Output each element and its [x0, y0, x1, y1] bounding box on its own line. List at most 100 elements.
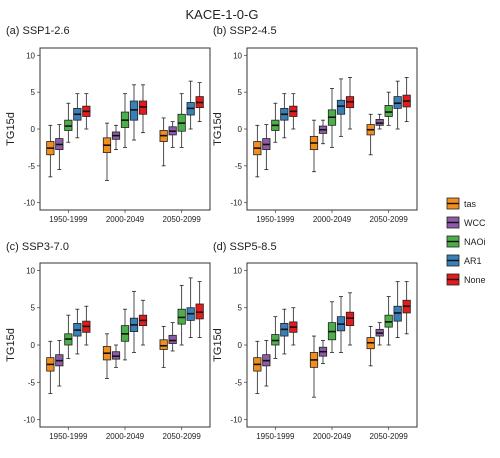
box-naoi-2050-2099 — [177, 93, 186, 148]
y-tick-label: 0 — [238, 341, 243, 350]
box-tas-1950-1999 — [46, 124, 55, 178]
box-naoi-2000-2049 — [120, 93, 130, 148]
box-naoi-1950-1999 — [271, 102, 280, 143]
box-tas-2050-2099 — [366, 113, 375, 156]
y-tick-label: -5 — [28, 378, 36, 387]
legend-item-ar1: AR1 — [446, 254, 482, 267]
y-tick-label: 10 — [233, 266, 242, 275]
box-wcc-1950-1999 — [262, 124, 271, 170]
y-tick-label: -10 — [230, 199, 242, 208]
box-naoi-1950-1999 — [271, 316, 280, 359]
legend-item-naoi: NAOi — [446, 235, 486, 248]
legend-label: NAOi — [464, 237, 486, 247]
box-naoi-2000-2049 — [120, 308, 130, 361]
y-tick-label: 0 — [31, 341, 36, 350]
box-ar1-2050-2099 — [393, 281, 402, 338]
x-tick-label: 1950-1999 — [49, 215, 88, 224]
box-none-1950-1999 — [82, 305, 91, 346]
y-tick-label: 5 — [238, 304, 243, 313]
box-none-2050-2099 — [402, 77, 411, 123]
box-ar1-2050-2099 — [393, 80, 402, 130]
y-tick-label: 5 — [238, 88, 243, 97]
box-tas-1950-1999 — [46, 340, 55, 394]
box-naoi-2050-2099 — [384, 91, 393, 126]
box-none-2050-2099 — [402, 281, 411, 335]
y-tick-label: -5 — [235, 378, 243, 387]
x-tick-label: 2000-2049 — [106, 215, 145, 224]
x-tick-label: 2000-2049 — [313, 215, 352, 224]
legend-item-none: None — [446, 273, 486, 286]
box-wcc-1950-1999 — [55, 124, 64, 170]
panel-2: (b) SSP2-4.5 TG15d -10 -5 0 5 10 1950-1999 2000-… — [212, 25, 418, 224]
y-axis-label: TG15d — [212, 328, 224, 362]
box-wcc-2000-2049 — [318, 119, 328, 145]
panel-title: (b) SSP2-4.5 — [213, 25, 277, 37]
x-tick-label: 2050-2099 — [370, 432, 409, 441]
box-body — [168, 334, 177, 344]
x-tick-label: 2050-2099 — [370, 215, 409, 224]
box-tas-2050-2099 — [366, 325, 375, 367]
panel-frame — [39, 262, 211, 428]
y-tick-label: 10 — [26, 266, 35, 275]
box-wcc-1950-1999 — [55, 340, 64, 387]
box-tas-2000-2049 — [309, 119, 319, 173]
panel-3: (c) SSP3-7.0 TG15d -10 -5 0 5 10 1950-1999 2000-… — [5, 241, 211, 441]
y-tick-label: 5 — [31, 304, 36, 313]
y-axis-label: TG15d — [212, 112, 224, 146]
box-ar1-2000-2049 — [129, 290, 139, 353]
legend: tas WCC NAOi AR1 None — [446, 197, 486, 286]
y-tick-label: 5 — [31, 88, 36, 97]
panel-4: (d) SSP5-8.5 TG15d -10 -5 0 5 10 1950-1999 2000-… — [212, 241, 418, 441]
box-none-1950-1999 — [289, 93, 298, 130]
x-tick-label: 1950-1999 — [256, 215, 295, 224]
panel-1: (a) SSP1-2.6 TG15d -10 -5 0 5 10 1950-1999 2000-… — [5, 25, 211, 224]
legend-label: WCC — [464, 218, 486, 228]
x-tick-label: 1950-1999 — [49, 432, 88, 441]
box-tas-2000-2049 — [102, 333, 112, 379]
y-tick-label: 0 — [238, 125, 243, 134]
figure-title: KACE-1-0-G — [186, 7, 259, 22]
box-ar1-1950-1999 — [73, 308, 82, 355]
box-tas-2000-2049 — [102, 122, 112, 181]
box-none-2000-2049 — [345, 292, 355, 346]
box-ar1-2000-2049 — [336, 78, 346, 137]
panel-title: (a) SSP1-2.6 — [6, 25, 70, 37]
box-wcc-2000-2049 — [318, 340, 328, 365]
legend-item-tas: tas — [446, 197, 477, 210]
y-axis-label: TG15d — [5, 112, 17, 146]
box-wcc-2000-2049 — [111, 344, 121, 368]
panel-title: (d) SSP5-8.5 — [213, 241, 277, 253]
box-naoi-1950-1999 — [64, 102, 73, 143]
y-tick-label: 10 — [233, 51, 242, 60]
box-none-2050-2099 — [195, 82, 204, 123]
box-none-1950-1999 — [289, 307, 298, 346]
x-tick-label: 2050-2099 — [163, 432, 202, 441]
box-body — [384, 105, 393, 117]
y-tick-label: -10 — [230, 416, 242, 425]
box-ar1-2050-2099 — [186, 277, 195, 338]
box-wcc-1950-1999 — [262, 340, 271, 387]
x-tick-label: 2000-2049 — [106, 432, 145, 441]
box-tas-1950-1999 — [253, 124, 262, 178]
box-ar1-2050-2099 — [186, 80, 195, 130]
box-body — [336, 99, 346, 115]
box-naoi-2050-2099 — [177, 284, 186, 346]
box-ar1-1950-1999 — [280, 93, 289, 139]
y-tick-label: 0 — [31, 125, 36, 134]
panel-frame — [246, 47, 418, 211]
panel-title: (c) SSP3-7.0 — [6, 241, 69, 253]
panel-frame — [39, 47, 211, 211]
box-body — [159, 339, 168, 350]
y-tick-label: -5 — [235, 162, 243, 171]
box-naoi-2050-2099 — [384, 296, 393, 346]
box-tas-2050-2099 — [159, 325, 168, 368]
box-none-1950-1999 — [82, 93, 91, 130]
box-ar1-1950-1999 — [73, 93, 82, 139]
box-ar1-2000-2049 — [336, 296, 346, 353]
box-none-2000-2049 — [138, 84, 148, 134]
box-wcc-2000-2049 — [111, 124, 121, 151]
y-tick-label: -10 — [23, 199, 35, 208]
x-tick-label: 2050-2099 — [163, 215, 202, 224]
